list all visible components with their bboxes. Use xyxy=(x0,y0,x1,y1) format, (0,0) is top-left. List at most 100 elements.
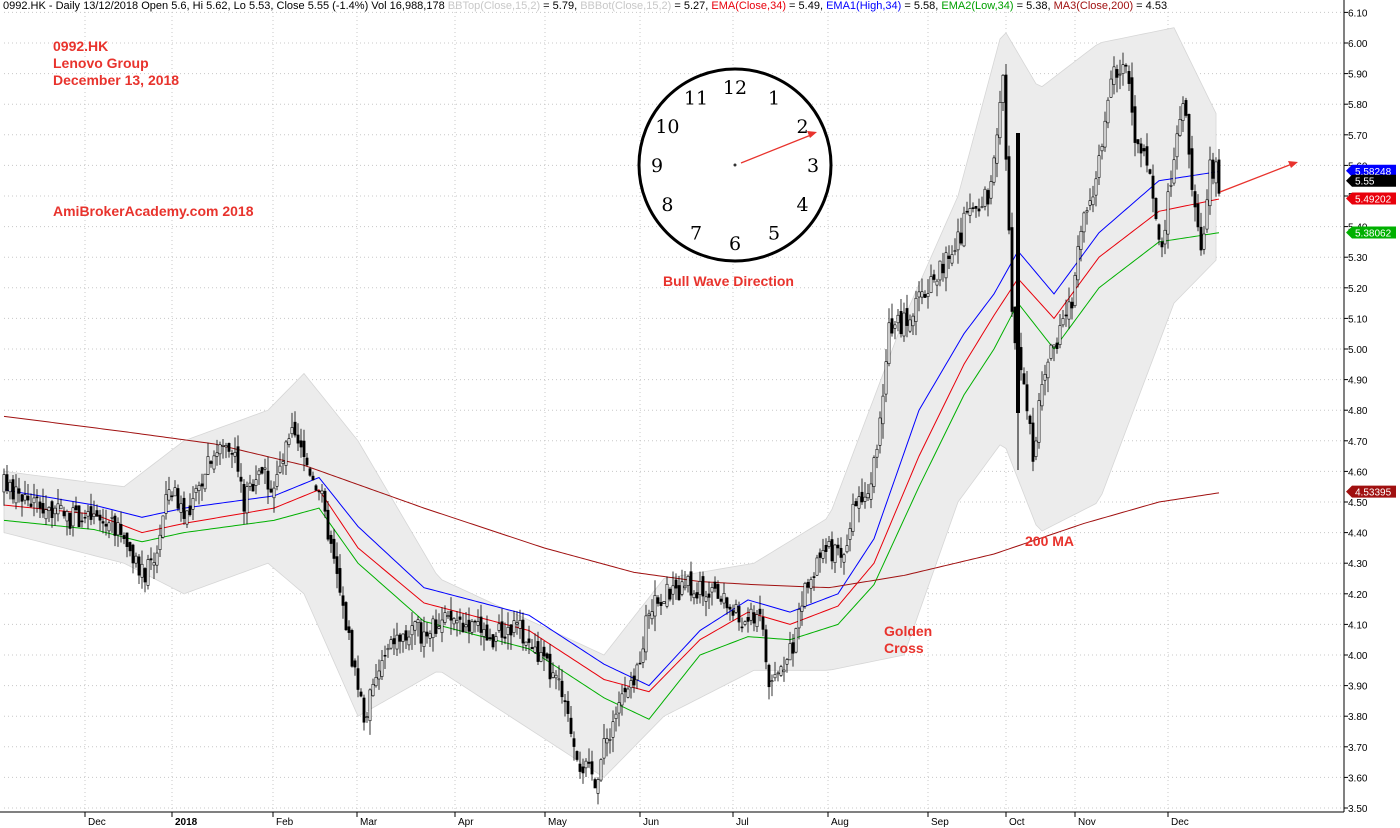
candle-body xyxy=(902,312,906,337)
bbbot-value: 5.27 xyxy=(683,0,706,12)
candle-body xyxy=(533,646,537,653)
candle-body xyxy=(143,568,147,583)
candle-body xyxy=(1202,233,1206,250)
candle-body xyxy=(1139,143,1143,154)
candle-body xyxy=(440,619,444,633)
x-tick-label: May xyxy=(548,817,567,828)
candle-body xyxy=(959,232,963,244)
ema-label: EMA(Close,34) xyxy=(711,0,786,12)
series-line xyxy=(3,415,1220,589)
candle-body xyxy=(734,604,738,613)
candle-body xyxy=(437,626,441,629)
candle-body xyxy=(776,672,780,675)
candle-body xyxy=(137,556,141,576)
x-tick-label: Oct xyxy=(1009,817,1025,828)
candle-body xyxy=(890,318,894,334)
candle-body xyxy=(956,231,960,251)
candle-body xyxy=(449,610,453,621)
candle-body xyxy=(1082,212,1086,233)
candle-body xyxy=(296,434,300,444)
candle-body xyxy=(1145,146,1149,166)
candle-body xyxy=(566,700,570,714)
candle-body xyxy=(704,596,708,602)
candle-body xyxy=(308,468,312,476)
candle-body xyxy=(278,465,282,473)
candle-body xyxy=(1004,74,1008,160)
candle-body xyxy=(173,487,177,497)
clock-hand-head xyxy=(807,131,817,138)
y-tick-label: 4.70 xyxy=(1348,437,1368,448)
candle-body xyxy=(479,616,483,633)
candle-body xyxy=(728,606,732,610)
candle-body xyxy=(248,482,252,487)
x-tick-label: Dec xyxy=(1171,817,1189,828)
candle-body xyxy=(752,612,756,624)
candle-body xyxy=(1205,199,1209,230)
candle-body xyxy=(1133,106,1137,143)
clock-number: 3 xyxy=(807,155,819,177)
candle-body xyxy=(188,505,192,516)
candle-body xyxy=(569,717,573,734)
candle-body xyxy=(14,486,18,504)
candle-body xyxy=(1106,99,1110,124)
candle-body xyxy=(245,486,249,514)
candle-body xyxy=(785,659,789,665)
candle-body xyxy=(1175,133,1179,158)
candle-body xyxy=(224,445,228,448)
candle-body xyxy=(869,483,873,500)
candle-body xyxy=(851,503,855,532)
candle-body xyxy=(536,641,540,662)
bull-arrow-line xyxy=(1219,163,1293,193)
candle-body xyxy=(521,619,525,644)
candle-body xyxy=(467,619,471,632)
candle-body xyxy=(713,581,717,589)
candle-body xyxy=(23,494,27,501)
candle-body xyxy=(1160,241,1164,248)
candle-body xyxy=(323,490,327,512)
candle-body xyxy=(524,641,528,646)
candle-body xyxy=(482,629,486,637)
ma200-annotation: 200 MA xyxy=(1025,533,1075,549)
candle-body xyxy=(164,494,168,514)
symbol-text: 0992.HK xyxy=(3,0,46,12)
open-label: Open xyxy=(141,0,169,12)
clock-number: 7 xyxy=(690,223,702,245)
candle-body xyxy=(326,509,330,540)
candle-body xyxy=(641,648,645,663)
x-tick-label: Jun xyxy=(643,817,659,828)
clock-number: 10 xyxy=(655,116,679,138)
value-badge xyxy=(1346,164,1396,177)
candle-body xyxy=(455,620,459,624)
candle-body xyxy=(386,648,390,651)
candle-body xyxy=(425,631,429,637)
candle-body xyxy=(2,474,6,493)
candle-body xyxy=(1163,229,1167,245)
candle-body xyxy=(374,677,378,687)
candle-body xyxy=(749,608,753,621)
candle-body xyxy=(368,689,372,722)
candle-body xyxy=(1196,203,1200,228)
candle-body xyxy=(818,552,822,558)
value-badge xyxy=(1346,174,1396,187)
candle-body xyxy=(560,680,564,698)
candle-body xyxy=(470,621,474,633)
value-badge-label: 4.53395 xyxy=(1355,488,1392,499)
candle-body xyxy=(68,512,72,529)
value-badge-label: 5.38062 xyxy=(1355,229,1392,240)
y-tick-label: 6.10 xyxy=(1348,8,1368,19)
candle-body xyxy=(392,638,396,645)
candle-body xyxy=(32,497,36,504)
candle-body xyxy=(146,559,150,586)
ema1-label: EMA1(High,34) xyxy=(826,0,902,12)
candle-body xyxy=(731,610,735,616)
y-tick-label: 4.90 xyxy=(1348,376,1368,387)
y-tick-label: 4.10 xyxy=(1348,620,1368,631)
candle-body xyxy=(788,643,792,661)
candle-body xyxy=(5,474,9,491)
candle-body xyxy=(194,488,198,493)
candle-body xyxy=(1025,384,1029,412)
candle-body xyxy=(1115,69,1119,78)
candle-body xyxy=(905,308,909,326)
y-tick-label: 4.60 xyxy=(1348,467,1368,478)
